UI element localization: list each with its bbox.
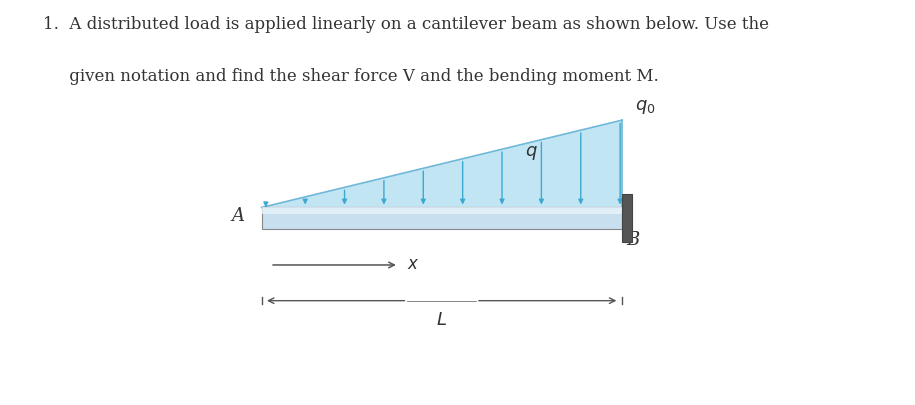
Bar xyxy=(262,207,622,214)
Text: $q_0$: $q_0$ xyxy=(635,98,655,116)
Polygon shape xyxy=(262,120,622,207)
Text: A: A xyxy=(231,207,244,226)
Bar xyxy=(262,207,622,229)
Text: given notation and find the shear force V and the bending moment M.: given notation and find the shear force … xyxy=(43,68,659,85)
Text: $q$: $q$ xyxy=(525,144,538,162)
Text: 1.  A distributed load is applied linearly on a cantilever beam as shown below. : 1. A distributed load is applied linearl… xyxy=(43,16,769,33)
Text: $L$: $L$ xyxy=(436,311,447,328)
Text: B: B xyxy=(626,231,640,249)
Text: $x$: $x$ xyxy=(407,256,420,273)
Bar xyxy=(622,194,632,242)
